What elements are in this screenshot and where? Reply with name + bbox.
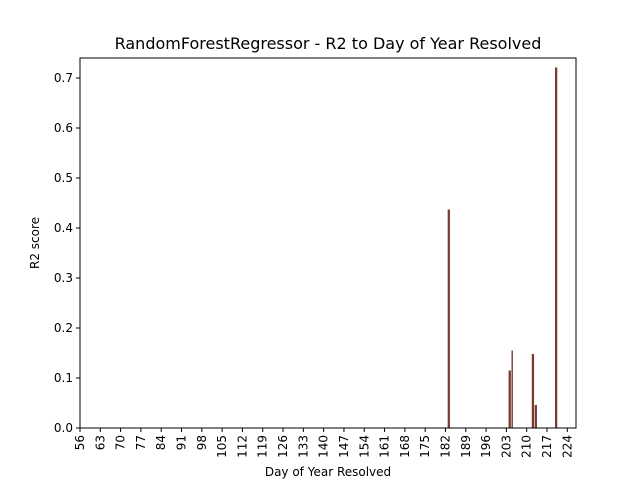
x-axis-ticks: 56 63 70 77 84 91 98 105 112 119 126 133 140 147 154 16… (73, 428, 574, 458)
bar (447, 209, 450, 428)
x-tick-label: 119 (256, 435, 270, 458)
chart-title: RandomForestRegressor - R2 to Day of Yea… (115, 34, 542, 53)
bar (509, 370, 511, 428)
y-tick-label: 0.0 (54, 421, 73, 435)
bar (508, 370, 510, 428)
x-tick-label: 168 (398, 435, 412, 458)
y-axis-label: R2 score (28, 217, 42, 269)
bar (534, 405, 537, 428)
x-tick-label: 98 (195, 435, 209, 450)
bar (531, 354, 534, 428)
x-tick-label: 133 (296, 435, 310, 458)
x-tick-label: 140 (317, 435, 331, 458)
x-tick-label: 56 (73, 435, 87, 450)
x-tick-label: 210 (520, 435, 534, 458)
x-tick-label: 126 (276, 435, 290, 458)
x-tick-label: 112 (235, 435, 249, 458)
x-tick-label: 84 (154, 435, 168, 450)
plot-frame (79, 57, 577, 429)
x-tick-label: 147 (337, 435, 351, 458)
y-tick-label: 0.6 (54, 121, 73, 135)
y-tick-label: 0.1 (54, 371, 73, 385)
x-tick-label: 77 (134, 435, 148, 450)
y-tick-label: 0.3 (54, 271, 73, 285)
x-tick-label: 175 (418, 435, 432, 458)
y-tick-label: 0.7 (54, 71, 73, 85)
bar-series (447, 67, 558, 428)
bar (555, 67, 557, 428)
x-tick-label: 196 (479, 435, 493, 458)
x-tick-label: 154 (357, 435, 371, 458)
x-tick-label: 203 (499, 435, 513, 458)
bar (511, 350, 513, 428)
x-tick-label: 70 (114, 435, 128, 450)
x-tick-label: 91 (175, 435, 189, 450)
y-axis-ticks: 0.0 0.1 0.2 0.3 0.4 0.5 0.6 0.7 (54, 71, 80, 435)
y-tick-label: 0.5 (54, 171, 73, 185)
x-tick-label: 189 (459, 435, 473, 458)
bar (535, 405, 537, 428)
bar (555, 67, 558, 428)
y-tick-label: 0.4 (54, 221, 73, 235)
y-tick-label: 0.2 (54, 321, 73, 335)
x-tick-label: 63 (93, 435, 107, 450)
bar (448, 209, 450, 428)
x-tick-label: 105 (215, 435, 229, 458)
x-axis-label: Day of Year Resolved (265, 465, 391, 479)
bar (532, 354, 535, 428)
x-tick-label: 217 (540, 435, 554, 458)
x-tick-label: 161 (378, 435, 392, 458)
x-tick-label: 182 (438, 435, 452, 458)
x-tick-label: 224 (560, 435, 574, 458)
